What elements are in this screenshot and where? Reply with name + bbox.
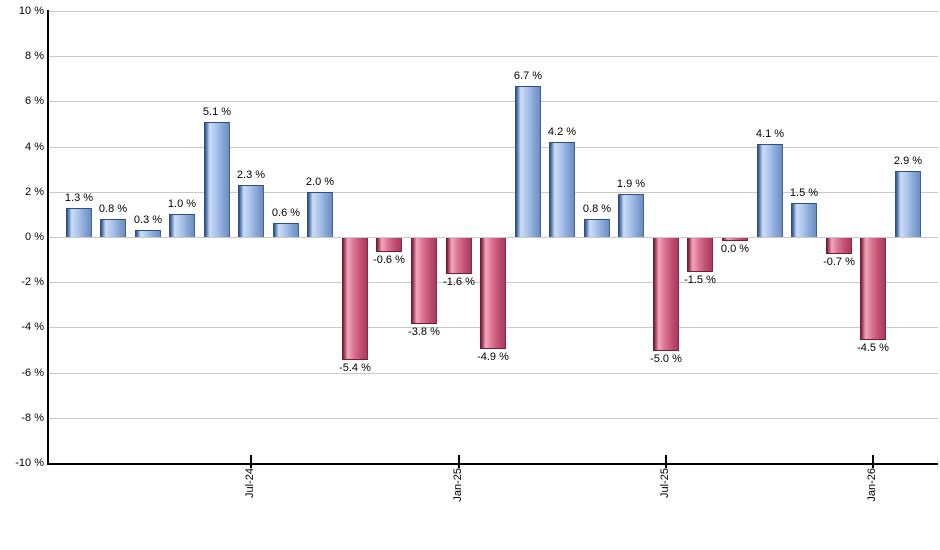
bar: [826, 238, 852, 254]
bar-value-label: -1.6 %: [443, 276, 475, 288]
y-axis-line: [47, 10, 49, 464]
grid-line: [48, 101, 938, 102]
bar: [376, 238, 402, 252]
bar-value-label: 6.7 %: [513, 70, 543, 82]
bar: [307, 192, 333, 237]
bar-value-label: -5.0 %: [650, 353, 682, 365]
bar: [895, 171, 921, 237]
bar: [653, 238, 679, 351]
bar-value-label: 4.1 %: [755, 128, 785, 140]
bar: [446, 238, 472, 274]
bar-value-label: -5.4 %: [339, 362, 371, 374]
bar-value-label: 4.2 %: [547, 126, 577, 138]
y-tick-label: -10 %: [15, 457, 44, 469]
bar-value-label: -1.5 %: [684, 274, 716, 286]
bar-value-label: 0.6 %: [271, 207, 301, 219]
bar-value-label: -4.5 %: [857, 342, 889, 354]
bar: [584, 219, 610, 237]
bar-value-label: 0.3 %: [133, 214, 163, 226]
bar: [687, 238, 713, 272]
x-axis-tick: [250, 455, 252, 468]
bar: [515, 86, 541, 237]
bar: [100, 219, 126, 237]
x-tick-label: Jan-26: [866, 468, 878, 502]
grid-line: [48, 418, 938, 419]
bar: [791, 203, 817, 237]
grid-line: [48, 56, 938, 57]
bar: [135, 230, 161, 237]
bar: [549, 142, 575, 237]
y-tick-label: 6 %: [25, 95, 44, 107]
x-axis-tick: [458, 455, 460, 468]
x-tick-label: Jan-25: [452, 468, 464, 502]
y-tick-label: 8 %: [25, 50, 44, 62]
bar-value-label: 0.8 %: [98, 203, 128, 215]
y-tick-label: 2 %: [25, 186, 44, 198]
bar: [238, 185, 264, 237]
x-tick-label: Jul-24: [244, 468, 256, 498]
grid-line: [48, 147, 938, 148]
bar-value-label: 2.0 %: [305, 176, 335, 188]
x-axis-tick: [665, 455, 667, 468]
bar: [66, 208, 92, 237]
bar: [204, 122, 230, 237]
bar: [411, 238, 437, 324]
grid-line: [48, 11, 938, 12]
grid-line: [48, 237, 938, 238]
x-axis-line: [47, 463, 938, 465]
bar-value-label: -0.7 %: [823, 256, 855, 268]
y-tick-label: -6 %: [21, 367, 44, 379]
bar: [757, 144, 783, 237]
x-tick-label: Jul-25: [659, 468, 671, 498]
y-tick-label: 4 %: [25, 141, 44, 153]
bar-value-label: 1.5 %: [789, 187, 819, 199]
bar-value-label: -4.9 %: [477, 351, 509, 363]
y-tick-label: -8 %: [21, 412, 44, 424]
bar-value-label: -0.6 %: [373, 254, 405, 266]
bar: [618, 194, 644, 237]
bar: [480, 238, 506, 349]
x-axis-tick: [872, 455, 874, 468]
grid-line: [48, 192, 938, 193]
y-tick-label: -2 %: [21, 276, 44, 288]
bar: [722, 238, 748, 241]
bar: [169, 214, 195, 237]
y-tick-label: -4 %: [21, 321, 44, 333]
bar-value-label: 0.8 %: [582, 203, 612, 215]
bar-value-label: 5.1 %: [202, 106, 232, 118]
bar: [273, 223, 299, 237]
bar: [342, 238, 368, 360]
bar-value-label: 1.0 %: [167, 198, 197, 210]
bar-value-label: 1.3 %: [64, 192, 94, 204]
bar-value-label: 0.0 %: [720, 243, 750, 255]
bar-value-label: 2.9 %: [893, 155, 923, 167]
bar-value-label: 1.9 %: [616, 178, 646, 190]
y-tick-label: 10 %: [18, 5, 44, 17]
bar-value-label: 2.3 %: [236, 169, 266, 181]
bar-value-label: -3.8 %: [408, 326, 440, 338]
grid-line: [48, 373, 938, 374]
bar: [860, 238, 886, 340]
y-tick-label: 0 %: [25, 231, 44, 243]
